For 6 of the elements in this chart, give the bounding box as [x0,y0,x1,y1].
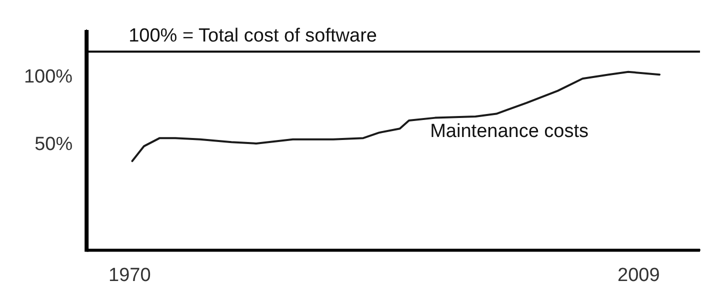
x-tick-label: 2009 [618,264,660,286]
x-tick-label: 1970 [108,264,151,286]
y-tick-label: 50% [34,134,73,156]
ref-line-label: 100% = Total cost of software [128,25,377,46]
y-tick-label: 100% [24,66,73,88]
series-label: Maintenance costs [430,121,589,142]
